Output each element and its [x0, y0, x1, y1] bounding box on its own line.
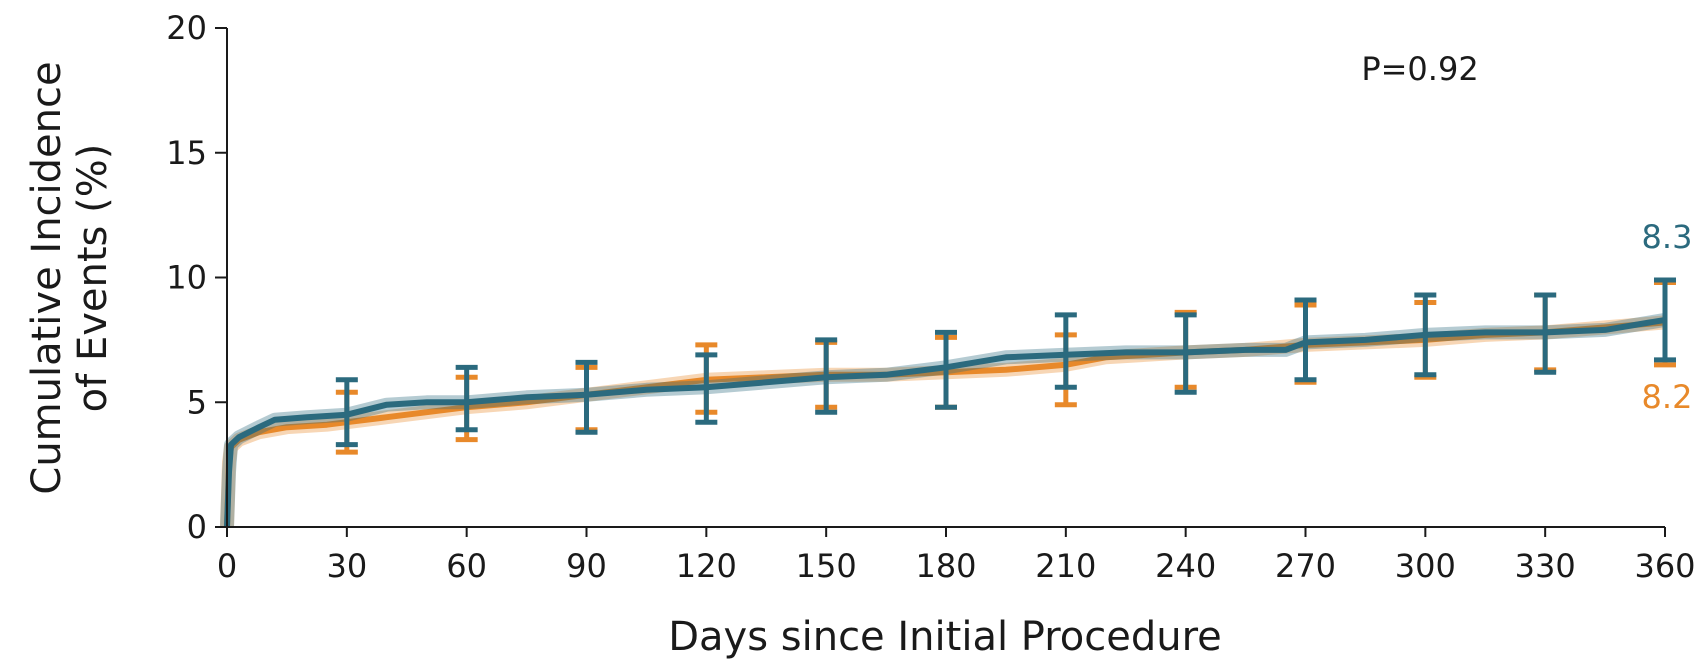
series-1 [220, 277, 1676, 528]
error-bar [1054, 312, 1077, 390]
error-bar [1654, 277, 1676, 363]
x-tick-label: 150 [796, 547, 857, 585]
x-tick-label: 300 [1395, 547, 1456, 585]
error-bar [1534, 292, 1557, 375]
error-bar [1294, 297, 1317, 383]
y-axis-title-line2: of Events (%) [70, 144, 116, 413]
x-tick-label: 330 [1515, 547, 1576, 585]
error-bar [455, 364, 478, 433]
p-value-annotation: P=0.92 [1361, 50, 1478, 88]
error-bar [695, 352, 718, 425]
x-tick-label: 30 [326, 547, 367, 585]
y-tick-label: 0 [187, 508, 207, 546]
end-labels: 8.2 8.3 [1642, 218, 1693, 416]
error-bar [1414, 292, 1437, 378]
y-tick-label: 10 [166, 259, 207, 297]
y-tick-label: 20 [166, 9, 207, 47]
series-end-label: 8.2 [1642, 378, 1693, 416]
y-tick-label: 15 [166, 134, 207, 172]
x-tick-label: 180 [915, 547, 976, 585]
series-end-label: 8.3 [1642, 218, 1693, 256]
y-axis-title-line1: Cumulative Incidence [24, 61, 70, 494]
y-tick-label: 5 [187, 383, 207, 421]
x-tick-label: 90 [566, 547, 607, 585]
error-bar [575, 359, 598, 435]
x-tick-label: 240 [1155, 547, 1216, 585]
x-tick-label: 360 [1634, 547, 1695, 585]
error-bar [815, 337, 838, 415]
error-bar [1174, 312, 1197, 395]
y-axis-title-group: Cumulative Incidence of Events (%) [24, 61, 116, 494]
series-line [224, 316, 1666, 528]
ticks-layer: 0 30 60 90 120 150 180 210 240 270 300 330 360 0 5 10 15… [166, 9, 1695, 585]
x-axis-title: Days since Initial Procedure [668, 614, 1222, 660]
series-layer [220, 277, 1676, 528]
x-tick-label: 270 [1275, 547, 1336, 585]
x-tick-label: 120 [676, 547, 737, 585]
x-tick-label: 210 [1035, 547, 1096, 585]
x-tick-label: 60 [446, 547, 487, 585]
axes-layer [226, 28, 1665, 528]
x-tick-label: 0 [217, 547, 237, 585]
error-bar [935, 329, 957, 410]
error-bar [335, 377, 358, 448]
